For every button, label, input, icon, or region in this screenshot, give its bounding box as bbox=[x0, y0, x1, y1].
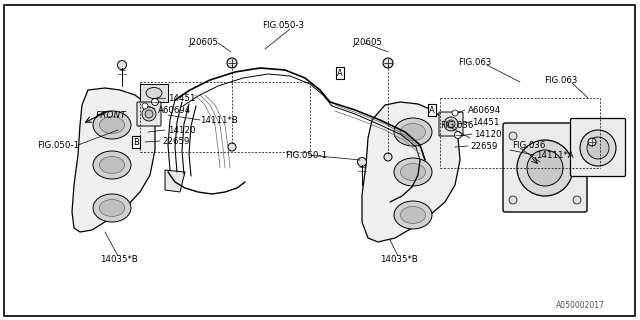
Text: 14120: 14120 bbox=[474, 130, 502, 139]
Circle shape bbox=[587, 137, 609, 159]
Text: FRONT: FRONT bbox=[96, 110, 127, 119]
Text: B: B bbox=[133, 138, 139, 147]
Polygon shape bbox=[165, 170, 185, 192]
Circle shape bbox=[142, 107, 156, 121]
Ellipse shape bbox=[99, 199, 125, 217]
Text: J20605: J20605 bbox=[352, 37, 382, 46]
Circle shape bbox=[588, 138, 596, 146]
Ellipse shape bbox=[93, 194, 131, 222]
Ellipse shape bbox=[99, 156, 125, 173]
Circle shape bbox=[509, 132, 517, 140]
Text: 22659: 22659 bbox=[162, 137, 189, 146]
Circle shape bbox=[444, 117, 458, 131]
FancyBboxPatch shape bbox=[137, 102, 161, 126]
Circle shape bbox=[142, 103, 148, 109]
Circle shape bbox=[527, 150, 563, 186]
Circle shape bbox=[118, 60, 127, 69]
Circle shape bbox=[454, 132, 461, 139]
Text: A60694: A60694 bbox=[158, 106, 191, 115]
Ellipse shape bbox=[401, 164, 426, 180]
Ellipse shape bbox=[394, 118, 432, 146]
Text: 14035*B: 14035*B bbox=[100, 255, 138, 265]
Circle shape bbox=[573, 196, 581, 204]
Text: A60694: A60694 bbox=[468, 106, 501, 115]
Polygon shape bbox=[362, 102, 460, 242]
Circle shape bbox=[447, 120, 455, 128]
Text: J20605: J20605 bbox=[188, 37, 218, 46]
Ellipse shape bbox=[394, 201, 432, 229]
Ellipse shape bbox=[93, 111, 131, 139]
Text: FIG.063: FIG.063 bbox=[458, 58, 492, 67]
Text: A: A bbox=[429, 106, 435, 115]
Circle shape bbox=[145, 110, 153, 118]
Circle shape bbox=[517, 140, 573, 196]
Circle shape bbox=[383, 58, 393, 68]
Circle shape bbox=[228, 143, 236, 151]
Polygon shape bbox=[72, 88, 155, 232]
Ellipse shape bbox=[394, 158, 432, 186]
FancyBboxPatch shape bbox=[570, 118, 625, 177]
Text: FIG.036: FIG.036 bbox=[440, 121, 474, 130]
Ellipse shape bbox=[401, 124, 426, 140]
Text: 14120: 14120 bbox=[168, 125, 195, 134]
Bar bbox=[140, 84, 168, 102]
Text: 14111*B: 14111*B bbox=[200, 116, 237, 124]
Text: FIG.063: FIG.063 bbox=[544, 76, 577, 84]
Text: FIG.050-1: FIG.050-1 bbox=[37, 140, 79, 149]
Circle shape bbox=[358, 157, 367, 166]
Circle shape bbox=[152, 99, 159, 106]
Circle shape bbox=[227, 58, 237, 68]
Text: A: A bbox=[337, 68, 343, 77]
Text: FIG.050-3: FIG.050-3 bbox=[262, 20, 304, 29]
Circle shape bbox=[573, 132, 581, 140]
FancyBboxPatch shape bbox=[439, 112, 463, 136]
Circle shape bbox=[384, 153, 392, 161]
FancyBboxPatch shape bbox=[503, 123, 587, 212]
Text: 14451: 14451 bbox=[472, 117, 499, 126]
Text: FIG.050-1: FIG.050-1 bbox=[285, 150, 327, 159]
Text: FIG.036: FIG.036 bbox=[512, 140, 545, 149]
Ellipse shape bbox=[146, 87, 162, 99]
Text: A050002017: A050002017 bbox=[556, 301, 605, 310]
Ellipse shape bbox=[99, 116, 125, 133]
Text: 14111*A: 14111*A bbox=[536, 150, 573, 159]
Text: 22659: 22659 bbox=[470, 141, 497, 150]
Ellipse shape bbox=[401, 206, 426, 223]
Circle shape bbox=[452, 110, 458, 116]
Circle shape bbox=[580, 130, 616, 166]
Text: 14451: 14451 bbox=[168, 93, 195, 102]
Ellipse shape bbox=[93, 151, 131, 179]
Circle shape bbox=[509, 196, 517, 204]
Text: 14035*B: 14035*B bbox=[380, 255, 418, 265]
